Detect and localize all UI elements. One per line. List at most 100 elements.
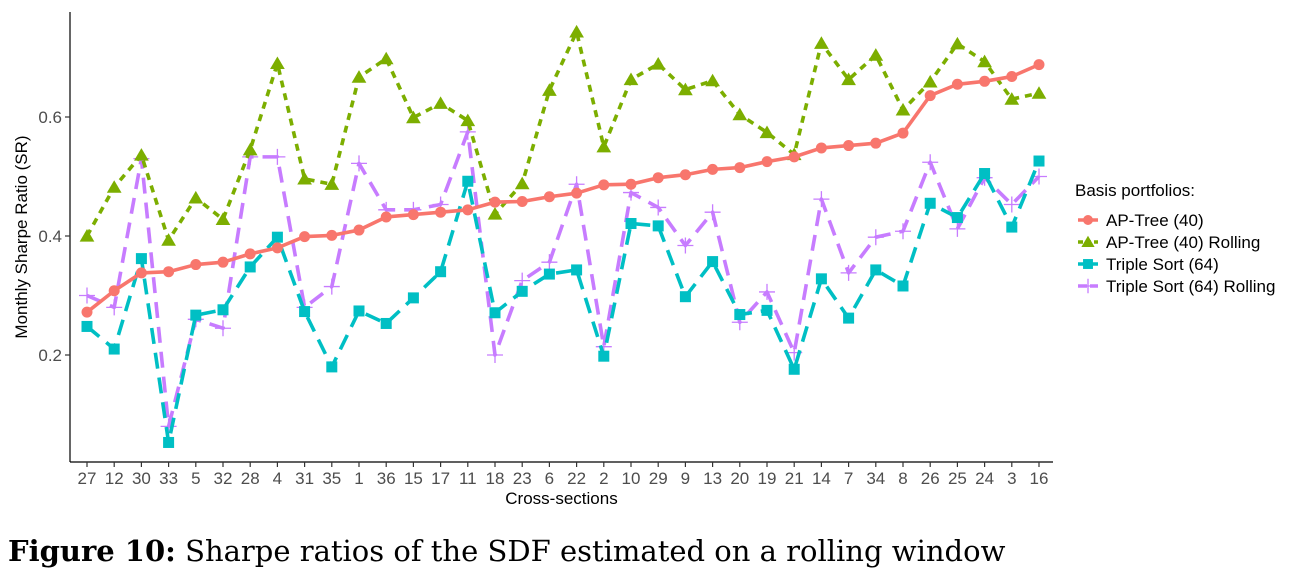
data-point [135,253,147,265]
series-layer [79,24,1047,448]
data-point [407,209,419,221]
data-point [326,229,338,241]
x-tick-label: 7 [844,469,853,488]
data-point [1006,71,1018,83]
data-point [596,139,612,153]
x-axis-title: Cross-sections [505,489,617,508]
series-line [86,130,1041,429]
data-point [108,285,120,297]
series-line [85,62,1040,314]
x-tick-label: 4 [273,469,282,488]
data-point [598,350,610,362]
legend-swatch-marker [1083,259,1093,269]
data-point [951,212,963,224]
data-point [652,220,664,232]
data-point [734,162,746,174]
data-point [761,156,773,168]
data-point [705,73,720,87]
figure-caption-text: Sharpe ratios of the SDF estimated on a … [185,534,1006,568]
data-point [759,125,775,139]
data-point [433,96,448,109]
x-tick-label: 22 [567,469,586,488]
data-point [134,148,149,161]
data-point [625,178,637,190]
legend-item: AP-Tree (40) Rolling [1078,233,1260,252]
data-point [677,237,694,254]
data-point [843,312,855,324]
y-tick-label: 0.6 [38,108,62,127]
data-point [813,191,830,208]
data-point [297,171,312,185]
legend-label: AP-Tree (40) [1106,211,1204,230]
data-point [867,229,884,246]
data-point [815,142,827,154]
x-tick-label: 16 [1030,469,1049,488]
x-tick-label: 6 [545,469,554,488]
data-point [406,110,421,124]
data-point [761,304,773,316]
data-point [704,204,721,221]
data-point [108,343,120,355]
x-tick-label: 30 [132,469,151,488]
data-point [895,223,911,240]
x-tick-label: 21 [785,469,804,488]
data-point [598,179,610,191]
data-point [541,254,558,271]
data-point [571,187,583,199]
y-tick-label: 0.4 [38,227,62,246]
data-point [269,148,286,165]
x-tick-label: 31 [295,469,314,488]
data-point [190,259,202,271]
data-point [380,211,392,223]
data-point [897,280,909,292]
data-point [215,212,231,225]
x-tick-label: 25 [948,469,967,488]
data-point [244,261,256,273]
data-point [843,140,855,152]
data-point [487,347,503,363]
data-point [734,309,746,321]
data-point [1003,196,1020,213]
x-tick-label: 3 [1007,469,1016,488]
data-point [489,196,501,208]
data-point [81,320,93,332]
data-point [462,204,474,216]
data-point [190,309,202,321]
data-point [353,305,365,317]
legend-swatch-marker [1080,278,1096,294]
data-point [323,278,340,295]
data-point [106,180,122,193]
data-point [299,231,311,243]
data-point [215,320,231,337]
data-point [897,127,909,139]
data-point [543,268,555,280]
data-point [163,266,175,278]
data-point [242,142,258,156]
data-point [543,191,555,203]
data-point [380,317,392,329]
series-3 [79,123,1047,435]
sharpe-ratio-line-chart: 0.20.40.627 12 30 33 5 32 28 4 31 35 1 36 15 17 11 18 23… [12,12,1275,508]
data-point [569,24,584,38]
data-point [788,363,800,375]
legend-label: AP-Tree (40) Rolling [1106,233,1260,252]
data-point [351,70,367,83]
data-point [841,72,856,86]
x-tick-label: 8 [898,469,907,488]
data-point [326,361,338,373]
data-point [949,220,966,237]
x-tick-label: 2 [599,469,608,488]
x-tick-label: 35 [322,469,341,488]
data-point [217,304,229,316]
data-point [217,256,229,268]
legend-swatch-marker [1081,235,1095,248]
x-tick-label: 13 [703,469,722,488]
data-point [840,264,857,281]
data-point [79,229,95,242]
data-point [271,231,283,243]
data-point [516,285,528,297]
legend-swatch-marker [1083,215,1093,225]
data-point [489,307,501,319]
data-point [161,233,176,246]
legend-item: AP-Tree (40) [1078,211,1204,230]
